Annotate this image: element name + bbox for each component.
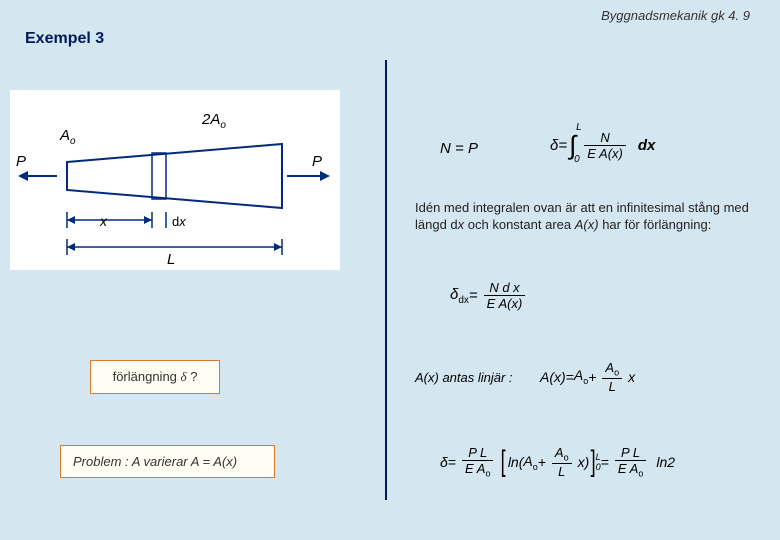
equations-row: N = P δ = ∫ L 0 N E A(x) dx [440, 130, 760, 170]
eq-delta-dx: δdx = N d x E A(x) [450, 280, 531, 311]
eq5-f1-den: E Ao [462, 461, 494, 479]
eq4-plus: + [588, 369, 596, 385]
explanation-text: Idén med integralen ovan är att en infin… [415, 200, 760, 234]
eq4-a0: Ao [574, 367, 588, 386]
eq-eq: = [451, 140, 468, 157]
eq4-x: x [628, 369, 635, 385]
eq5-ln: ln( [508, 454, 524, 470]
left-bracket-icon: [ [501, 445, 506, 479]
box1-q: ? [187, 369, 198, 384]
eq-sign: = [469, 287, 478, 304]
page-header: Byggnadsmekanik gk 4. 9 [601, 8, 750, 23]
rtxt-rest: antas linjär : [439, 370, 513, 385]
box2-text: Problem : A varierar A = A(x) [73, 454, 237, 469]
dx-text: dx [638, 137, 656, 154]
eq-delta-result: δ = P L E Ao [ ln( Ao + Ao L x) ] L 0 = … [440, 445, 675, 479]
question-box-elongation: förlängning δ ? [90, 360, 220, 394]
integral-icon: ∫ L 0 [569, 130, 576, 161]
para-t3: och konstant area [464, 217, 575, 232]
frac-den: E A(x) [484, 296, 526, 311]
eq5-f1: P L E Ao [462, 445, 494, 479]
eq5-f3-den: E Ao [615, 461, 647, 479]
eq5-eq: = [448, 454, 456, 470]
eq5-f1-num: P L [465, 445, 490, 460]
eq4-lhs: A(x) [540, 369, 566, 385]
eq5-delta: δ [440, 454, 448, 470]
eq5-plus: + [538, 454, 546, 470]
eq5-f3-num: P L [618, 445, 643, 460]
eq5-f2-den: L [555, 464, 568, 479]
svg-text:Ao: Ao [59, 127, 76, 147]
eq4-den: L [606, 379, 619, 394]
assumption-text: A(x) antas linjär : [415, 370, 513, 385]
vertical-divider [385, 60, 387, 500]
svg-text:L: L [167, 251, 175, 268]
int-limit-L: L [576, 122, 582, 133]
eq-sign: = [558, 137, 567, 154]
eq4-num: Ao [602, 360, 622, 378]
eq4-frac: Ao L [602, 360, 622, 394]
svg-text:2Ao: 2Ao [201, 111, 226, 131]
example-title: Exempel 3 [25, 30, 104, 48]
svg-text:x: x [99, 213, 108, 229]
eq5-f2-num: Ao [552, 445, 572, 463]
eq5-eq2: = [601, 454, 609, 470]
tapered-bar-diagram: P P Ao 2Ao x dx L L [12, 92, 338, 268]
fraction-ndx: N d x E A(x) [484, 280, 526, 311]
eq5-f2: Ao L [552, 445, 572, 479]
svg-text:P: P [312, 153, 322, 170]
para-t4: A(x) [575, 217, 599, 232]
eq-normal-force: N = P [440, 140, 478, 157]
svg-text:dx: dx [172, 214, 186, 229]
eq-area-linear: A(x) = Ao + Ao L x [540, 360, 635, 394]
frac-num: N [597, 130, 612, 145]
problem-box: Problem : A varierar A = A(x) [60, 445, 275, 478]
eq5-a0: Ao [523, 453, 537, 472]
eq-N: N [440, 140, 451, 157]
delta-sym: δdx [450, 286, 469, 306]
fraction-NEA: N E A(x) [584, 130, 626, 161]
eq5-f3: P L E Ao [615, 445, 647, 479]
int-limit-0: 0 [574, 154, 580, 165]
box1-text: förlängning [113, 369, 181, 384]
eq4-eq: = [566, 369, 574, 385]
eq5-xp: x) [578, 454, 590, 470]
frac-num: N d x [486, 280, 522, 295]
svg-text:P: P [16, 153, 26, 170]
eq-delta-integral: δ = ∫ L 0 N E A(x) dx [550, 130, 655, 161]
rtxt-ax: A(x) [415, 370, 439, 385]
frac-den: E A(x) [584, 146, 626, 161]
para-t5: har för förlängning: [599, 217, 712, 232]
delta-sym: δ [550, 137, 558, 154]
right-bracket-icon: ] [591, 445, 596, 479]
eq5-ln2: ln2 [656, 454, 675, 470]
eq-P: P [468, 140, 478, 157]
